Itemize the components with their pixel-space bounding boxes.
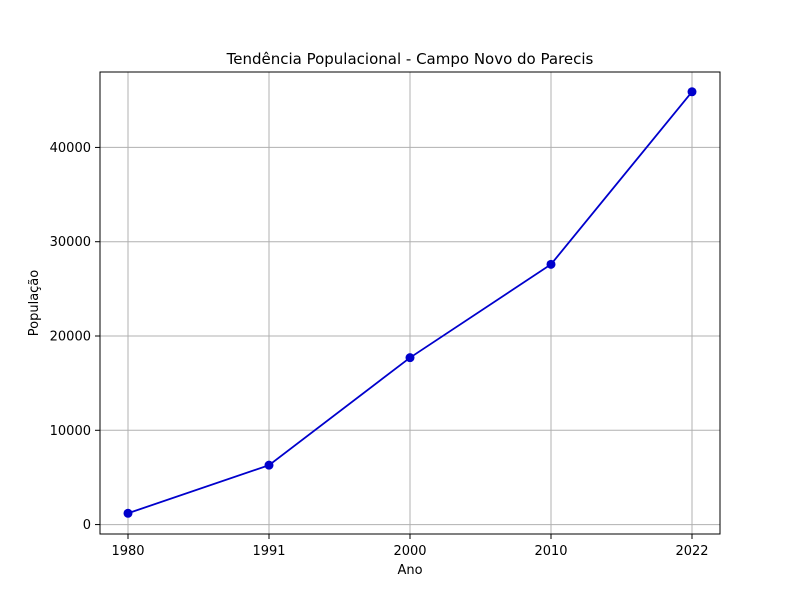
x-axis-label: Ano	[397, 563, 422, 578]
plot-frame	[99, 71, 721, 535]
x-tick-label: 2000	[393, 544, 426, 559]
y-tick-label: 30000	[50, 235, 91, 250]
y-tick-label: 0	[83, 518, 91, 533]
data-point	[405, 353, 415, 363]
y-tick-label: 40000	[50, 141, 91, 156]
x-tick-label: 2010	[534, 544, 567, 559]
chart-title: Tendência Populacional - Campo Novo do P…	[226, 50, 594, 68]
data-point	[264, 460, 274, 470]
axis-ticks: 1980 1991 2000 2010 2022 0 10000 20000 30000 4000…	[50, 141, 709, 559]
x-tick-label: 1980	[111, 544, 144, 559]
y-axis-label: População	[27, 270, 42, 337]
data-point	[123, 508, 133, 518]
data-point	[687, 87, 697, 97]
y-tick-label: 10000	[50, 424, 91, 439]
series-layer	[123, 87, 697, 518]
x-tick-label: 2022	[675, 544, 708, 559]
x-tick-label: 1991	[252, 544, 285, 559]
grid-lines	[100, 72, 720, 534]
data-point	[546, 259, 556, 269]
y-tick-label: 20000	[50, 330, 91, 345]
